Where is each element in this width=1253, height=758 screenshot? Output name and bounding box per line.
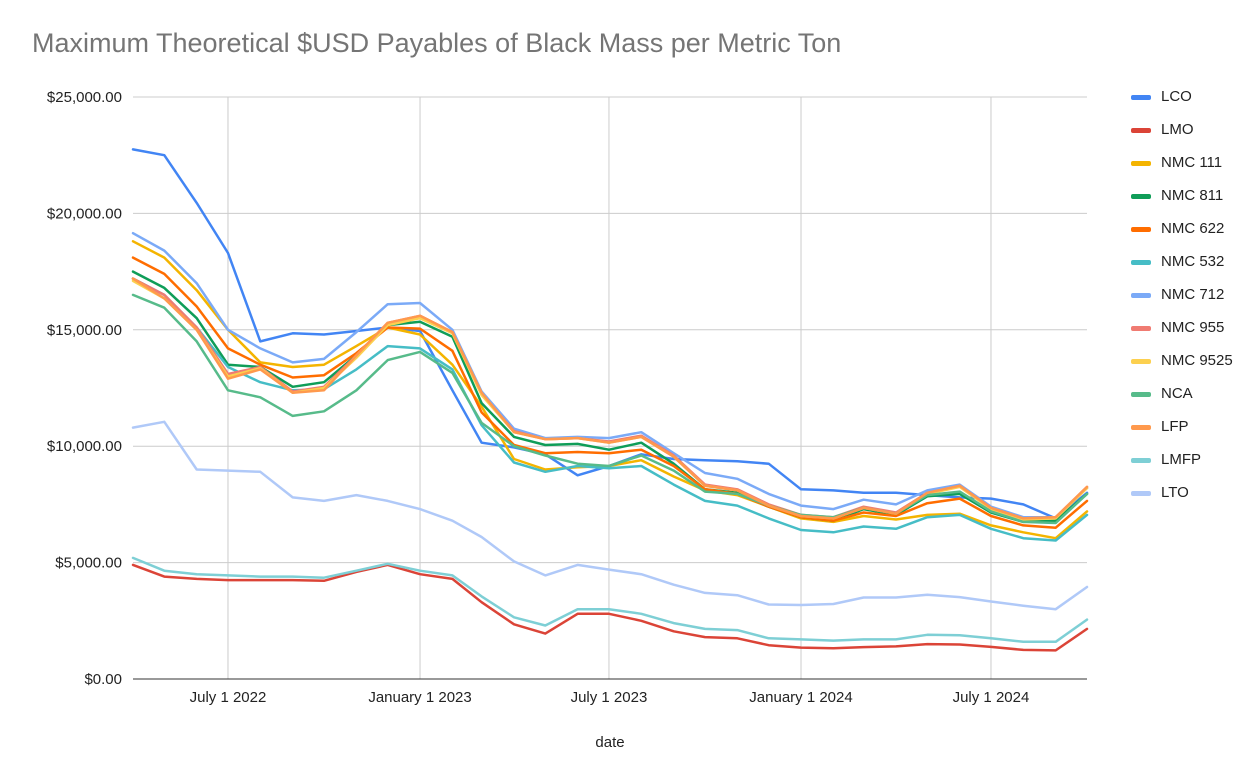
legend-label: NMC 622	[1161, 220, 1225, 237]
legend-swatch	[1131, 458, 1151, 463]
legend-item: NMC 111	[1131, 152, 1253, 174]
legend-label: NMC 712	[1161, 286, 1225, 303]
legend-swatch	[1131, 128, 1151, 133]
x-tick-label: July 1 2022	[190, 689, 267, 706]
series-line-lmfp	[131, 556, 1089, 644]
x-tick-label: July 1 2023	[571, 689, 648, 706]
legend-label: LMFP	[1161, 451, 1202, 468]
series-line-lmo	[131, 563, 1089, 652]
series-line-nca	[131, 293, 1089, 525]
legend-item: NCA	[1131, 383, 1253, 405]
x-tick-label: January 1 2024	[749, 689, 852, 706]
legend-swatch	[1131, 425, 1151, 430]
legend-item: NMC 532	[1131, 251, 1253, 273]
legend-swatch	[1131, 95, 1151, 100]
y-tick-label: $0.00	[84, 671, 122, 688]
legend-item: NMC 955	[1131, 317, 1253, 339]
series-line-nmc-712	[131, 231, 1089, 519]
legend-swatch	[1131, 194, 1151, 199]
x-tick-label: January 1 2023	[368, 689, 471, 706]
x-tick-label: July 1 2024	[953, 689, 1030, 706]
series-line-lfp	[131, 277, 1089, 520]
y-axis-ticks: $0.00 $5,000.00 $10,000.00 $15,000.00 $20,00…	[47, 89, 122, 688]
legend-item: LCO	[1131, 86, 1253, 108]
y-tick-label: $15,000.00	[47, 322, 122, 339]
legend-label: NMC 811	[1161, 187, 1224, 204]
series-lines	[131, 148, 1089, 652]
legend-item: NMC 9525	[1131, 350, 1253, 372]
legend-swatch	[1131, 359, 1151, 364]
y-tick-label: $25,000.00	[47, 89, 122, 106]
y-tick-label: $5,000.00	[55, 555, 122, 572]
legend-label: NCA	[1161, 385, 1193, 402]
legend-swatch	[1131, 260, 1151, 265]
legend-item: LTO	[1131, 482, 1253, 504]
legend-label: NMC 111	[1161, 154, 1223, 171]
legend-label: NMC 955	[1161, 319, 1225, 336]
series-line-nmc-622	[131, 256, 1089, 529]
series-line-lto	[131, 420, 1089, 611]
legend-item: LFP	[1131, 416, 1253, 438]
legend-item: NMC 811	[1131, 185, 1253, 207]
grid-lines	[133, 96, 1087, 679]
legend-swatch	[1131, 227, 1151, 232]
y-tick-label: $10,000.00	[47, 438, 122, 455]
x-axis-ticks: July 1 2022 January 1 2023 July 1 2023 Janu…	[190, 689, 1030, 706]
legend-label: NMC 532	[1161, 253, 1225, 270]
legend-label: NMC 9525	[1161, 352, 1233, 369]
legend-item: NMC 622	[1131, 218, 1253, 240]
legend-item: NMC 712	[1131, 284, 1253, 306]
legend-swatch	[1131, 161, 1151, 166]
legend-label: LFP	[1161, 418, 1189, 435]
legend-item: LMO	[1131, 119, 1253, 141]
legend-swatch	[1131, 293, 1151, 298]
legend-label: LMO	[1161, 121, 1194, 138]
series-line-nmc-955	[131, 277, 1089, 520]
y-tick-label: $20,000.00	[47, 205, 122, 222]
legend-label: LCO	[1161, 88, 1192, 105]
x-axis-title: date	[595, 734, 624, 751]
series-line-lco	[131, 148, 1089, 520]
legend-swatch	[1131, 392, 1151, 397]
legend-item: LMFP	[1131, 449, 1253, 471]
legend-label: LTO	[1161, 484, 1189, 501]
legend-swatch	[1131, 491, 1151, 496]
legend-swatch	[1131, 326, 1151, 331]
chart-title: Maximum Theoretical $USD Payables of Bla…	[32, 28, 842, 58]
